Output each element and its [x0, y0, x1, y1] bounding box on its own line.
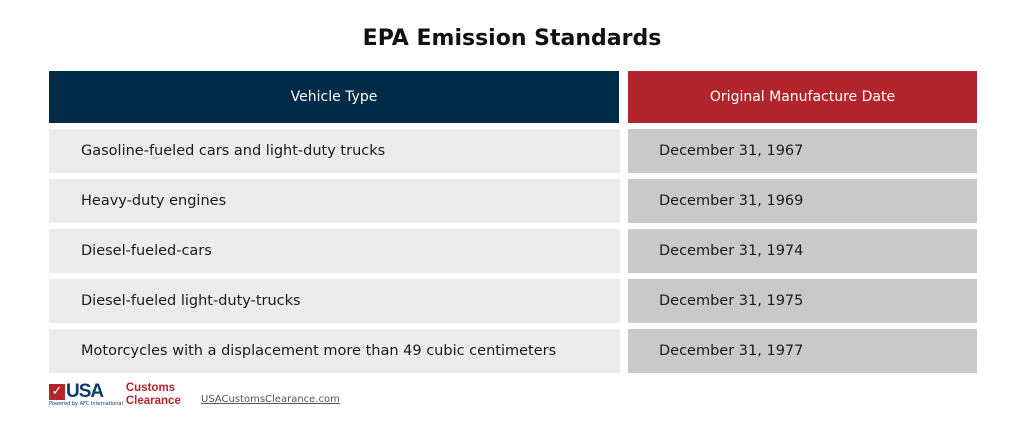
logo-mark: ✓ USA Powered by AFC International: [49, 382, 123, 408]
vehicle-cell: Diesel-fueled-cars: [49, 229, 620, 273]
date-cell: December 31, 1967: [628, 129, 977, 173]
table-row: Motorcycles with a displacement more tha…: [49, 329, 977, 373]
date-cell: December 31, 1969: [628, 179, 977, 223]
date-cell: December 31, 1974: [628, 229, 977, 273]
vehicle-cell: Diesel-fueled light-duty-trucks: [49, 279, 620, 323]
date-cell: December 31, 1977: [628, 329, 977, 373]
vehicle-cell: Gasoline-fueled cars and light-duty truc…: [49, 129, 620, 173]
vehicle-cell: Heavy-duty engines: [49, 179, 620, 223]
logo-clearance: Clearance: [125, 395, 181, 407]
table-row: Heavy-duty engines December 31, 1969: [49, 179, 977, 223]
logo-usa: USA: [66, 381, 104, 402]
table-row: Diesel-fueled-cars December 31, 1974: [49, 229, 977, 273]
table-row: Gasoline-fueled cars and light-duty truc…: [49, 129, 977, 173]
usa-customs-clearance-logo: ✓ USA Powered by AFC International Custo…: [49, 382, 181, 408]
logo-text: Customs Clearance: [126, 382, 181, 408]
checkmark-icon: ✓: [49, 383, 65, 400]
header-vehicle-type: Vehicle Type: [49, 71, 619, 123]
logo-customs: Customs: [125, 382, 176, 394]
logo-mark-row: ✓ USA: [49, 382, 123, 401]
header-manufacture-date: Original Manufacture Date: [628, 71, 977, 123]
page-title: EPA Emission Standards: [362, 26, 662, 51]
logo-powered-by: Powered by AFC International: [49, 401, 123, 407]
website-link[interactable]: USACustomsClearance.com: [201, 394, 340, 405]
vehicle-cell: Motorcycles with a displacement more tha…: [49, 329, 620, 373]
table-row: Diesel-fueled light-duty-trucks December…: [49, 279, 977, 323]
date-cell: December 31, 1975: [628, 279, 977, 323]
